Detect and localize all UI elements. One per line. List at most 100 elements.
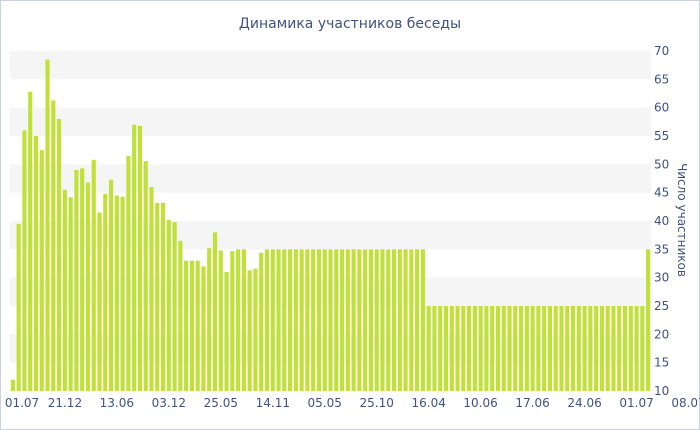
- bar: [270, 249, 275, 391]
- y-axis-ticks: 10 15 20 25 30 35 40 45 50 55 60 65 70: [654, 44, 669, 398]
- bar: [212, 232, 218, 391]
- bar: [559, 306, 564, 391]
- bar: [293, 249, 298, 391]
- bar: [455, 306, 460, 391]
- bar: [236, 249, 241, 391]
- y-tick-label: 50: [654, 157, 669, 171]
- bar: [553, 306, 558, 391]
- x-tick-label: 25.05: [204, 396, 238, 410]
- bar: [39, 150, 44, 391]
- bar: [195, 260, 200, 391]
- y-tick-label: 10: [654, 384, 669, 398]
- x-tick-label: 08.07: [671, 396, 700, 410]
- y-tick-label: 60: [654, 101, 669, 115]
- bar: [288, 249, 293, 391]
- bar: [409, 249, 414, 391]
- bar: [282, 249, 287, 391]
- bar: [137, 125, 143, 392]
- bar: [605, 306, 610, 391]
- y-tick-label: 40: [654, 214, 669, 228]
- bar: [513, 306, 518, 391]
- bar: [126, 155, 131, 391]
- bar: [103, 193, 108, 391]
- grid-band: [10, 164, 651, 193]
- bar: [536, 306, 541, 391]
- x-axis-ticks: 01.07 21.12 13.06 03.12 25.05 14.11 05.05 25.10…: [5, 396, 700, 410]
- bar: [322, 249, 327, 391]
- x-tick-label: 21.12: [48, 396, 82, 410]
- bar: [241, 249, 246, 391]
- bar: [276, 249, 281, 391]
- bar: [80, 168, 85, 391]
- bar: [472, 306, 477, 391]
- y-tick-label: 25: [654, 299, 669, 313]
- bar: [432, 306, 437, 391]
- bar: [403, 249, 408, 391]
- x-tick-label: 17.06: [515, 396, 549, 410]
- bar: [224, 272, 229, 391]
- bar: [495, 306, 501, 391]
- bar: [518, 306, 524, 391]
- bar: [189, 260, 194, 391]
- bar: [426, 306, 431, 391]
- bar: [438, 306, 443, 391]
- bar: [542, 306, 547, 391]
- y-tick-label: 35: [654, 242, 669, 256]
- bar: [507, 306, 512, 391]
- bar: [640, 306, 645, 391]
- bar: [461, 306, 466, 391]
- x-tick-label: 25.10: [360, 396, 394, 410]
- bar: [328, 249, 333, 391]
- bar: [45, 59, 50, 391]
- bar: [120, 196, 125, 391]
- bar: [218, 250, 223, 391]
- bar: [449, 306, 454, 391]
- bar: [576, 306, 581, 391]
- bar: [160, 202, 166, 391]
- bar: [178, 240, 183, 391]
- x-tick-label: 03.12: [152, 396, 186, 410]
- bar: [253, 268, 258, 391]
- bar: [594, 306, 599, 391]
- grid-band: [10, 51, 651, 80]
- bar: [247, 270, 252, 391]
- bar: [617, 306, 622, 391]
- bar: [311, 249, 316, 391]
- bar: [132, 124, 137, 392]
- bar: [397, 249, 402, 391]
- bar: [62, 189, 67, 391]
- bar: [467, 306, 472, 391]
- bar: [230, 251, 235, 391]
- bar: [207, 248, 212, 391]
- bar: [443, 306, 449, 391]
- bar: [478, 306, 483, 391]
- bar: [582, 306, 587, 391]
- bar: [530, 306, 535, 391]
- x-tick-label: 10.06: [463, 396, 497, 410]
- bar: [628, 306, 633, 391]
- bar: [28, 91, 33, 392]
- bar: [114, 195, 119, 391]
- bar: [646, 249, 651, 391]
- bar: [184, 260, 189, 391]
- y-tick-label: 30: [654, 271, 669, 285]
- bar: [316, 249, 322, 391]
- bar: [85, 182, 91, 391]
- bar: [16, 223, 21, 391]
- bar: [611, 306, 616, 391]
- y-axis-label: Число участников: [675, 163, 689, 277]
- bar: [57, 119, 62, 391]
- bars: [10, 59, 651, 392]
- bar: [351, 249, 356, 391]
- bar: [201, 266, 206, 391]
- bar: [51, 100, 56, 392]
- bar: [363, 249, 368, 391]
- bar: [524, 306, 529, 391]
- bar: [155, 202, 160, 391]
- x-tick-label: 16.04: [412, 396, 446, 410]
- x-tick-label: 01.07: [619, 396, 653, 410]
- bar: [374, 249, 379, 391]
- bar: [345, 249, 350, 391]
- bar: [22, 130, 27, 391]
